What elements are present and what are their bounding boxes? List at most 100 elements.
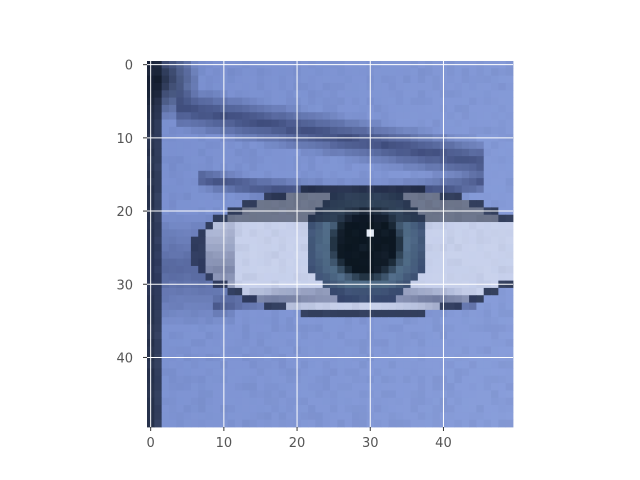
heatmap-cell [425, 112, 433, 120]
heatmap-cell [256, 97, 265, 106]
heatmap-cell [505, 148, 514, 157]
heatmap-cell [469, 317, 477, 325]
heatmap-cell [308, 185, 316, 194]
heatmap-cell [322, 90, 331, 98]
heatmap-cell [286, 368, 294, 377]
heatmap-cell [205, 258, 214, 267]
heatmap-cell [373, 273, 382, 281]
heatmap-image [147, 61, 514, 428]
heatmap-cell [447, 346, 455, 355]
heatmap-cell [308, 273, 316, 281]
heatmap-cell [344, 390, 353, 399]
heatmap-cell [212, 309, 221, 318]
heatmap-cell [491, 68, 499, 77]
heatmap-cell [483, 317, 492, 325]
heatmap-cell [308, 287, 316, 296]
heatmap-cell [264, 265, 272, 274]
heatmap-cell [249, 148, 258, 157]
heatmap-cell [454, 200, 463, 208]
heatmap-cell [278, 324, 287, 333]
heatmap-cell [234, 214, 243, 223]
heatmap-cell [198, 383, 206, 391]
heatmap-cell [264, 178, 272, 186]
heatmap-cell [476, 90, 485, 98]
heatmap-cell [410, 163, 419, 172]
heatmap-cell [447, 82, 455, 91]
heatmap-cell [447, 163, 455, 172]
heatmap-cell [410, 126, 419, 135]
heatmap-cell [256, 309, 265, 318]
heatmap-cell [234, 339, 243, 347]
heatmap-cell [388, 361, 397, 369]
heatmap-cell [315, 346, 324, 355]
heatmap-cell [491, 104, 499, 113]
heatmap-cell [286, 119, 294, 128]
heatmap-cell [205, 68, 214, 77]
heatmap-cell [461, 75, 470, 84]
heatmap-cell [344, 75, 353, 84]
heatmap-cell [498, 141, 507, 150]
heatmap-cell [491, 273, 499, 281]
heatmap-cell [403, 236, 411, 245]
heatmap-cell [264, 97, 272, 106]
heatmap-cell [183, 383, 192, 391]
heatmap-cell [300, 90, 309, 98]
heatmap-cell [227, 141, 236, 150]
heatmap-cell [454, 346, 463, 355]
heatmap-cell [505, 200, 514, 208]
heatmap-cell [454, 375, 463, 384]
heatmap-cell [300, 324, 309, 333]
heatmap-cell [417, 309, 426, 318]
heatmap-cell [176, 287, 184, 296]
heatmap-cell [161, 126, 170, 135]
heatmap-cell [315, 82, 324, 91]
heatmap-cell [395, 339, 404, 347]
heatmap-cell [198, 156, 206, 164]
heatmap-cell [278, 104, 287, 113]
heatmap-cell [256, 302, 265, 311]
heatmap-cell [322, 244, 331, 252]
heatmap-cell [315, 339, 324, 347]
heatmap-cell [461, 368, 470, 377]
heatmap-cell [242, 244, 250, 252]
heatmap-cell [461, 185, 470, 194]
heatmap-cell [337, 222, 346, 230]
heatmap-cell [205, 383, 214, 391]
heatmap-cell [461, 317, 470, 325]
heatmap-cell [322, 68, 331, 77]
heatmap-cell [476, 75, 485, 84]
heatmap-cell [476, 229, 485, 238]
heatmap-cell [242, 265, 250, 274]
heatmap-cell [249, 405, 258, 413]
heatmap-cell [505, 302, 514, 311]
heatmap-cell [351, 236, 360, 245]
heatmap-cell [476, 302, 485, 311]
heatmap-cell [256, 324, 265, 333]
heatmap-cell [432, 361, 441, 369]
heatmap-cell [278, 222, 287, 230]
heatmap-cell [505, 244, 514, 252]
heatmap-cell [388, 265, 397, 274]
axes [143, 64, 444, 431]
heatmap-cell [190, 302, 199, 311]
heatmap-cell [286, 236, 294, 245]
heatmap-cell [154, 244, 163, 252]
heatmap-cell [505, 317, 514, 325]
heatmap-cell [176, 126, 184, 135]
heatmap-cell [205, 346, 214, 355]
heatmap-cell [359, 397, 367, 406]
heatmap-cell [271, 273, 280, 281]
heatmap-cell [322, 141, 331, 150]
heatmap-cell [505, 273, 514, 281]
heatmap-cell [432, 236, 441, 245]
heatmap-cell [381, 185, 389, 194]
heatmap-cell [154, 287, 163, 296]
heatmap-cell [205, 82, 214, 91]
heatmap-cell [300, 126, 309, 135]
heatmap-cell [388, 170, 397, 179]
heatmap-cell [337, 82, 346, 91]
heatmap-cell [256, 126, 265, 135]
heatmap-cell [264, 192, 272, 201]
heatmap-cell [308, 339, 316, 347]
heatmap-cell [286, 383, 294, 391]
